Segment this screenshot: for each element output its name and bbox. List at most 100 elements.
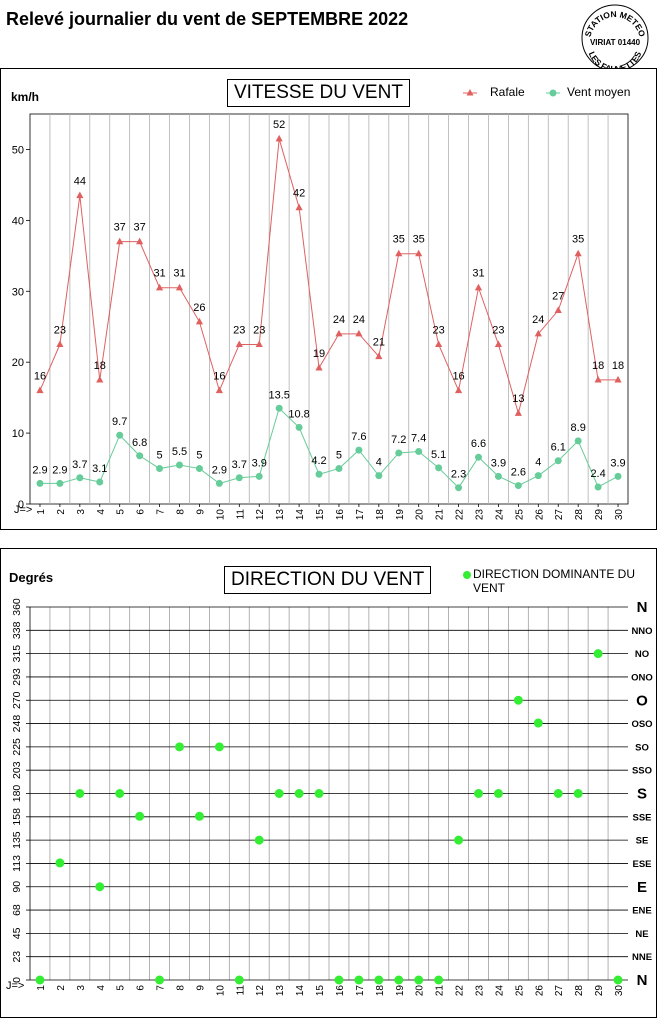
- rafale-data-label: 13: [512, 393, 524, 405]
- vent-moyen-point: [435, 464, 443, 472]
- stamp-middle-text: VIRIAT 01440: [590, 38, 641, 47]
- compass-label: ESE: [632, 859, 651, 870]
- rafale-point: [534, 329, 542, 337]
- speed-x-tick-label: 7: [156, 509, 167, 515]
- direction-y-tick-label: 180: [11, 785, 23, 803]
- speed-x-tick-label: 18: [375, 509, 386, 521]
- direction-point: [474, 789, 483, 798]
- direction-y-axis-label: Degrés: [9, 570, 54, 585]
- direction-x-prefix: J=>: [6, 980, 24, 992]
- speed-x-tick-label: 9: [195, 509, 206, 515]
- rafale-point: [454, 386, 463, 394]
- direction-x-tick-label: 8: [176, 985, 187, 991]
- rafale-data-label: 37: [114, 222, 126, 234]
- vent-moyen-data-label: 5: [196, 450, 202, 462]
- rafale-point: [554, 306, 562, 314]
- speed-x-tick-label: 30: [614, 509, 625, 521]
- rafale-point: [56, 340, 64, 348]
- rafale-point: [415, 249, 423, 257]
- compass-label: NNE: [632, 952, 652, 963]
- speed-x-tick-label: 11: [235, 509, 246, 520]
- rafale-data-label: 24: [333, 314, 345, 326]
- vent-moyen-point: [534, 472, 542, 480]
- direction-x-tick-label: 5: [116, 985, 127, 991]
- direction-point: [513, 695, 523, 705]
- compass-label: SSE: [632, 812, 651, 823]
- rafale-data-label: 16: [452, 371, 464, 383]
- speed-x-tick-label: 1: [36, 509, 47, 515]
- rafale-point: [275, 134, 283, 142]
- vent-moyen-data-label: 4: [376, 457, 382, 469]
- direction-point: [553, 789, 563, 798]
- speed-x-tick-label: 17: [355, 509, 366, 521]
- direction-x-tick-label: 1: [36, 985, 47, 991]
- vent-moyen-data-label: 6.8: [132, 437, 147, 449]
- rafale-point: [395, 249, 403, 257]
- direction-point: [613, 975, 623, 985]
- rafale-point: [335, 329, 343, 337]
- vent-moyen-point: [574, 437, 582, 445]
- rafale-point: [195, 317, 204, 325]
- direction-x-tick-label: 13: [275, 985, 286, 997]
- vent-moyen-point: [136, 452, 144, 460]
- vent-moyen-point: [614, 472, 622, 480]
- speed-x-tick-label: 20: [415, 509, 426, 521]
- direction-y-tick-label: 68: [11, 904, 23, 916]
- compass-label: OSO: [631, 719, 652, 730]
- vent-moyen-data-label: 3.7: [72, 459, 87, 471]
- rafale-point: [76, 191, 84, 199]
- direction-x-tick-label: 6: [136, 985, 147, 991]
- vent-moyen-data-label: 6.1: [551, 442, 566, 454]
- vent-moyen-data-label: 7.2: [391, 434, 406, 446]
- direction-point: [334, 975, 344, 985]
- direction-point: [135, 811, 145, 821]
- direction-x-tick-label: 14: [295, 985, 306, 997]
- rafale-point: [96, 375, 104, 383]
- direction-y-tick-label: 23: [11, 951, 23, 963]
- vent-moyen-point: [215, 479, 223, 487]
- speed-x-tick-label: 4: [96, 509, 107, 515]
- rafale-point: [435, 340, 443, 348]
- direction-y-tick-label: 135: [11, 831, 23, 849]
- rafale-point: [116, 237, 124, 245]
- rafale-data-label: 24: [532, 314, 544, 326]
- vent-moyen-series-line: [39, 407, 619, 489]
- direction-x-tick-label: 2: [56, 985, 67, 991]
- speed-x-tick-label: 16: [335, 509, 346, 521]
- vent-moyen-data-label: 5.5: [172, 446, 187, 458]
- speed-x-tick-label: 21: [435, 509, 446, 521]
- direction-point: [254, 835, 264, 845]
- direction-point: [234, 975, 244, 985]
- rafale-data-label: 35: [572, 234, 584, 246]
- vent-moyen-point: [275, 404, 283, 412]
- vent-moyen-point: [315, 470, 323, 478]
- direction-y-tick-label: 0: [11, 977, 23, 983]
- direction-point: [35, 975, 45, 985]
- rafale-data-label: 52: [273, 119, 285, 131]
- direction-chart-title: DIRECTION DU VENT: [224, 566, 432, 594]
- rafale-point: [215, 386, 223, 394]
- vent-moyen-data-label: 13.5: [268, 389, 289, 401]
- vent-moyen-data-label: 2.9: [212, 464, 227, 476]
- vent-moyen-data-label: 5: [336, 450, 342, 462]
- vent-moyen-point: [195, 465, 203, 473]
- speed-x-tick-label: 2: [56, 509, 67, 515]
- vent-moyen-point: [594, 483, 602, 491]
- direction-point: [593, 649, 603, 659]
- vent-moyen-point: [455, 484, 463, 492]
- direction-y-tick-label: 248: [11, 715, 23, 733]
- vent-moyen-point: [76, 474, 84, 482]
- direction-x-tick-label: 28: [574, 985, 585, 997]
- speed-legend-rafale-marker: [463, 89, 477, 96]
- vent-moyen-data-label: 10.8: [288, 408, 309, 420]
- rafale-point: [136, 237, 144, 245]
- rafale-data-label: 31: [472, 268, 484, 280]
- rafale-point: [574, 249, 582, 257]
- direction-point: [414, 975, 424, 985]
- vent-moyen-data-label: 2.4: [590, 468, 605, 480]
- direction-x-tick-label: 19: [395, 985, 406, 997]
- speed-x-tick-label: 27: [554, 509, 565, 521]
- compass-label: ONO: [631, 672, 653, 683]
- rafale-data-label: 18: [592, 360, 604, 372]
- compass-label: E: [637, 879, 647, 896]
